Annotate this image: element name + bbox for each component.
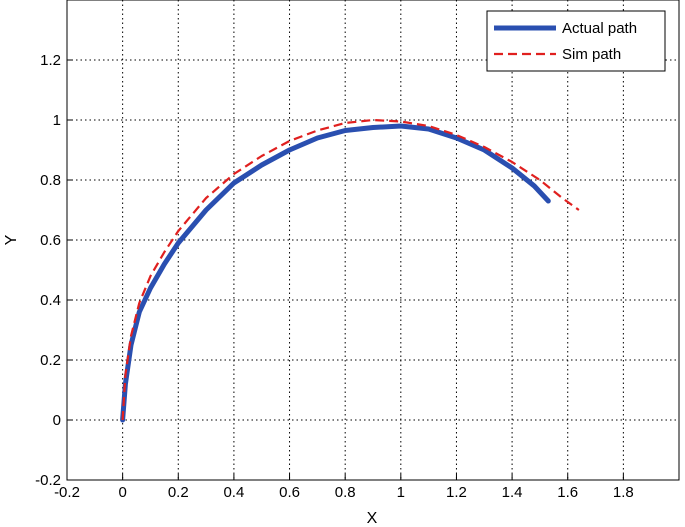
x-tick-label: 1.6 [557,484,578,501]
x-tick-label: -0.2 [54,484,80,501]
y-tick-label: 0.6 [40,232,61,249]
x-tick-label: 0.2 [168,484,189,501]
x-tick-label: 0.4 [223,484,244,501]
series-lines [120,118,580,423]
y-tick-label: 0.4 [40,292,61,309]
x-tick-label: 1 [397,484,405,501]
y-tick-label: 0 [53,412,61,429]
y-tick-label: -0.2 [35,472,61,489]
x-tick-label: 1.2 [446,484,467,501]
y-ticks: -0.2 0 0.2 0.4 0.6 0.8 1 1.2 [35,52,73,489]
x-tick-label: 0.6 [279,484,300,501]
x-tick-label: 0.8 [335,484,356,501]
y-tick-label: 1.2 [40,52,61,69]
x-axis-label: X [367,510,378,527]
legend-box [486,10,666,72]
plot-frame [66,0,680,481]
y-tick-label: 1 [53,112,61,129]
series-line-sim-path [121,118,580,421]
x-tick-label: 1.8 [613,484,634,501]
y-tick-label: 0.8 [40,172,61,189]
series-line-actual-path [120,123,551,423]
legend-label-sim-path: Sim path [562,46,621,63]
legend-label-actual-path: Actual path [562,20,637,37]
x-tick-label: 1.4 [502,484,523,501]
x-tick-label: 0 [118,484,126,501]
y-tick-label: 0.2 [40,352,61,369]
y-axis-label: Y [3,234,20,245]
legend: Actual path Sim path [486,10,666,72]
